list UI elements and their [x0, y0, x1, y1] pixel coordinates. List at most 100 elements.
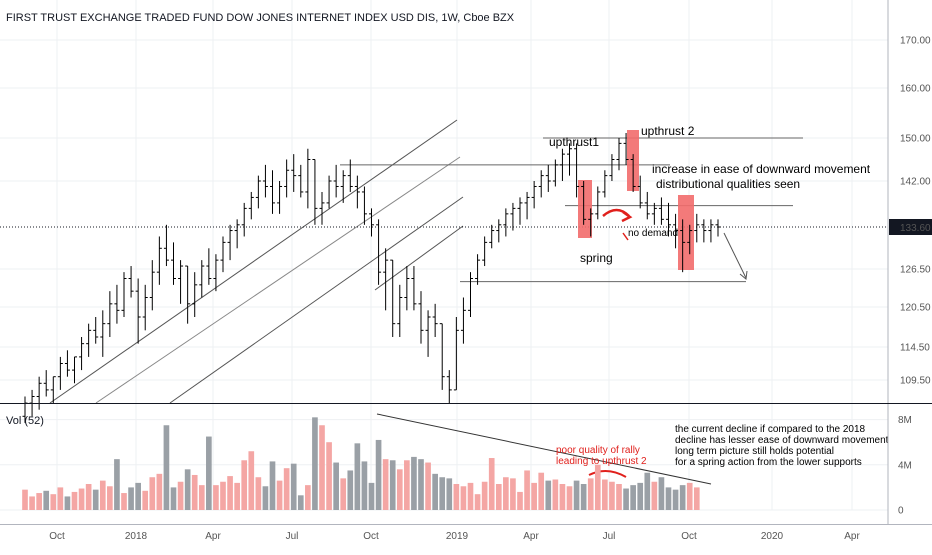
price-tick-label: 120.50 [900, 303, 931, 314]
volume-bar [531, 482, 537, 510]
volume-bar [495, 484, 502, 510]
volume-bar [524, 470, 530, 510]
volume-bar [481, 481, 488, 510]
chart-title: FIRST TRUST EXCHANGE TRADED FUND DOW JON… [6, 12, 515, 24]
volume-bar [630, 485, 636, 510]
x-tick-label: Apr [205, 531, 221, 542]
volume-bar [382, 459, 389, 510]
volume-bar [227, 476, 233, 510]
volume-bar [580, 484, 587, 510]
price-tick-label: 142.00 [900, 177, 931, 188]
annotation-rally-line2: leading to upthrust 2 [556, 456, 647, 467]
volume-bar [658, 477, 665, 510]
volume-bar [467, 482, 474, 510]
volume-bar [418, 459, 424, 510]
volume-bar [99, 480, 106, 510]
annotation-ease-downward: increase in ease of downward movement [652, 162, 871, 176]
rally-red-curve [588, 470, 627, 478]
volume-trend-line [376, 413, 712, 485]
volume-bar [305, 485, 311, 510]
volume-bar [439, 477, 446, 510]
volume-bar [686, 482, 693, 510]
volume-bar [432, 473, 438, 510]
no-demand-red-arrowhead [621, 210, 633, 223]
volume-bar [474, 494, 481, 510]
x-tick-label: 2018 [125, 531, 148, 542]
volume-bar [213, 485, 219, 510]
volume-bar [71, 491, 78, 510]
volume-bar [644, 472, 651, 510]
volume-bar [297, 495, 304, 510]
volume-bar [170, 487, 177, 510]
volume-bar [149, 477, 156, 510]
price-tick-label: 160.00 [900, 84, 931, 95]
volume-bar [241, 460, 248, 510]
volume-bar [78, 488, 85, 510]
volume-bar [545, 480, 552, 510]
volume-bar [319, 425, 325, 510]
annotation-note-line1: the current decline if compared to the 2… [675, 424, 866, 435]
x-tick-label: Apr [523, 531, 539, 542]
volume-bar [609, 481, 615, 510]
volume-bar [177, 481, 184, 510]
volume-bar [142, 490, 149, 510]
annotation-spring: spring [580, 251, 613, 265]
price-tick-label: 150.00 [900, 134, 931, 145]
volume-bar [616, 484, 622, 510]
volume-bar [156, 473, 163, 510]
annotation-note-line4: for a spring action from the lower suppo… [675, 457, 862, 468]
price-tick-label: 126.50 [900, 265, 931, 276]
volume-bar [333, 462, 339, 510]
volume-bar [389, 460, 396, 510]
volume-bar [50, 494, 57, 510]
volume-bar [191, 474, 198, 510]
volume-bar [64, 496, 71, 510]
volume-bar [57, 487, 64, 510]
volume-bar [340, 478, 347, 510]
x-tick-label: Oct [363, 531, 379, 542]
x-tick-label: Oct [681, 531, 697, 542]
volume-bar [693, 487, 700, 510]
volume-bar [672, 489, 679, 510]
volume-bar [163, 425, 170, 510]
x-tick-label: Jul [603, 531, 616, 542]
volume-bar [128, 487, 134, 510]
volume-bar [184, 469, 191, 510]
volume-bar [446, 478, 453, 510]
volume-bar [312, 417, 318, 510]
volume-bar [114, 459, 120, 510]
volume-tick-label: 0 [898, 506, 904, 517]
volume-label: Vol (52) [6, 415, 44, 427]
no-demand-highlight-box [678, 195, 694, 270]
volume-bar [255, 477, 262, 510]
volume-bar [510, 478, 516, 510]
volume-bar [135, 482, 141, 510]
annotation-distributional: distributional qualities seen [656, 177, 800, 191]
volume-bar [552, 479, 559, 510]
volume-bar [503, 477, 509, 510]
volume-bar [361, 461, 368, 510]
annotation-note-line3: long term picture still holds potential [675, 446, 834, 457]
volume-bar [22, 489, 28, 510]
price-tick-label: 114.50 [900, 343, 930, 354]
channel-line-middle [95, 156, 461, 404]
volume-bar [375, 439, 382, 510]
volume-bar [587, 478, 594, 510]
volume-bar [269, 461, 276, 510]
x-tick-label: Apr [844, 531, 860, 542]
volume-bar [396, 469, 403, 510]
projection-arrowhead [739, 270, 748, 280]
volume-bar [679, 485, 686, 510]
volume-bar [460, 486, 467, 510]
x-tick-label: Oct [49, 531, 65, 542]
volume-bar [290, 463, 297, 510]
volume-bar [220, 481, 226, 510]
volume-bar [85, 484, 92, 510]
volume-bar [283, 468, 290, 510]
price-tick-label: 109.50 [900, 376, 931, 387]
x-tick-label: 2019 [446, 531, 469, 542]
volume-bar [404, 460, 410, 510]
volume-bar [453, 484, 460, 510]
volume-tick-label: 8M [898, 415, 912, 426]
